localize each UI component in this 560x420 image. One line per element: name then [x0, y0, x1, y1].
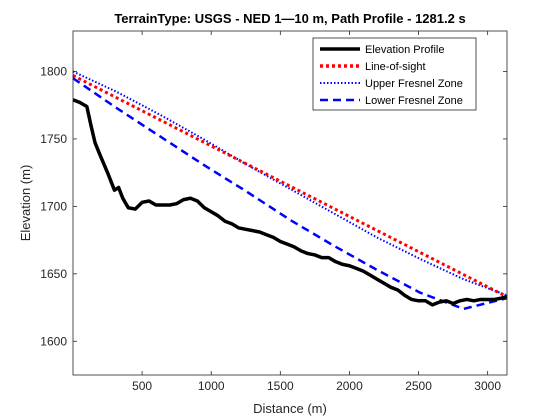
legend-label-upper-fresnel-zone: Upper Fresnel Zone [365, 78, 463, 90]
y-tick-label: 1650 [40, 267, 67, 281]
series-line-lower-fresnel-zone [72, 77, 508, 311]
series-line-upper-fresnel-zone [72, 70, 508, 297]
x-tick-label: 500 [132, 379, 152, 393]
series-line-elevation-profile [72, 98, 508, 307]
y-axis-label: Elevation (m) [18, 165, 33, 242]
series-layer [72, 70, 508, 311]
x-tick-label: 2500 [405, 379, 432, 393]
y-tick-label: 1700 [40, 199, 67, 213]
y-tick-label: 1600 [40, 334, 67, 348]
x-axis-label: Distance (m) [253, 401, 327, 416]
x-tick-label: 3000 [474, 379, 501, 393]
x-tick-label: 1000 [198, 379, 225, 393]
legend-label-lower-fresnel-zone: Lower Fresnel Zone [365, 95, 463, 107]
legend-label-line-of-sight: Line-of-sight [365, 61, 426, 73]
y-tick-label: 1800 [40, 64, 67, 78]
x-tick-label: 1500 [267, 379, 294, 393]
legend: Elevation Profile Line-of-sight Upper Fr… [312, 37, 477, 111]
chart-title: TerrainType: USGS - NED 1—10 m, Path Pro… [114, 11, 465, 26]
ticks-layer: 500 1000 1500 2000 2500 3000 1600 1650 1700 1750 1… [40, 31, 507, 393]
legend-label-elevation-profile: Elevation Profile [365, 44, 445, 56]
plot-frame [72, 30, 508, 376]
y-tick-label: 1750 [40, 132, 67, 146]
x-tick-label: 2000 [336, 379, 363, 393]
